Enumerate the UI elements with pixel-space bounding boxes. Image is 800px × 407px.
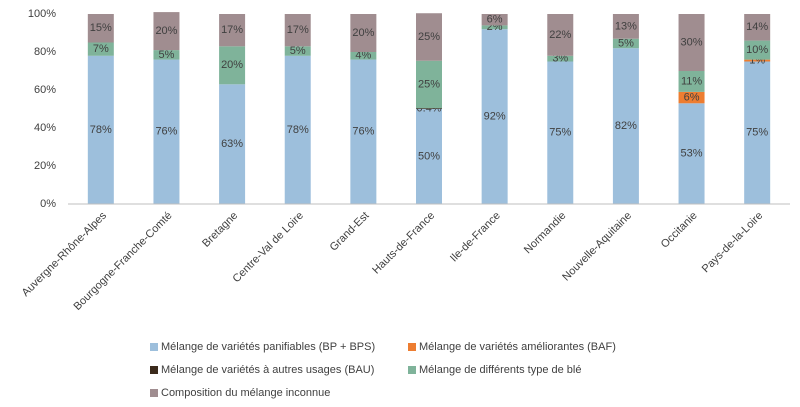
data-label: 11% [681, 75, 702, 87]
data-label: 50% [418, 150, 440, 162]
data-label: 17% [287, 24, 309, 36]
data-label: 4% [355, 50, 371, 62]
data-label: 17% [221, 24, 243, 36]
data-label: 5% [290, 45, 306, 57]
bar-segment [612, 48, 639, 205]
data-label: 78% [287, 124, 309, 136]
legend-label: Mélange de différents type de blé [419, 364, 581, 376]
x-tick-label: Nouvelle-Aquitaine [560, 210, 634, 284]
bar-segment [481, 25, 508, 30]
bar-segment [350, 59, 377, 204]
legend-label: Mélange de variétés panifiables (BP + BP… [161, 341, 375, 353]
y-tick-label: 80% [34, 46, 56, 58]
data-label: 78% [90, 124, 112, 136]
bar-segment [350, 52, 377, 60]
legend-label: Mélange de variétés à autres usages (BAU… [161, 364, 374, 376]
legend-swatch [150, 389, 158, 397]
bar-segment [87, 55, 114, 204]
data-label: 53% [681, 148, 703, 160]
y-tick-label: 100% [28, 8, 56, 20]
bar-segment [416, 108, 442, 109]
legend-swatch [408, 366, 416, 374]
data-label: 20% [155, 25, 177, 37]
bar-segment [153, 59, 180, 204]
data-label: 22% [549, 29, 571, 41]
bar-segment [87, 42, 114, 56]
bar-segment [678, 14, 705, 71]
data-label: 75% [549, 127, 571, 139]
data-label: 63% [221, 138, 243, 150]
y-tick-label: 40% [34, 122, 56, 134]
bar-segment [678, 91, 705, 104]
bar-segment [153, 50, 180, 60]
data-label: 7% [93, 43, 109, 55]
bar-segment [612, 38, 639, 49]
x-tick-label: Pays-de-la-Loire [700, 210, 766, 276]
data-label: 75% [746, 127, 768, 139]
x-tick-label: Occitanie [659, 210, 700, 251]
bar-segment [547, 55, 574, 62]
bar-segment [744, 40, 771, 60]
data-label: 5% [159, 49, 175, 61]
legend-swatch [408, 343, 416, 351]
bar-segment [153, 12, 180, 51]
x-tick-label: Centre-Val de Loire [231, 210, 306, 285]
bar-segment [416, 109, 442, 204]
bar-segment [547, 14, 574, 56]
x-tick-label: Normandie [522, 210, 569, 257]
bar-segment [284, 55, 311, 204]
data-label: 6% [487, 14, 503, 26]
bar-segment [219, 84, 246, 204]
data-label: 14% [746, 21, 768, 33]
bar-segment [744, 14, 771, 41]
bar-segment [481, 29, 508, 205]
x-tick-label: Ile-de-France [448, 210, 503, 265]
data-label: 13% [615, 20, 637, 32]
y-tick-label: 0% [40, 198, 56, 210]
data-label: 92% [484, 111, 506, 123]
bar-segment [219, 46, 246, 85]
data-label: 82% [615, 120, 637, 132]
legend-label: Composition du mélange inconnue [161, 387, 330, 399]
x-tick-label: Hauts-de-France [370, 210, 437, 277]
data-label: 10% [746, 44, 768, 56]
bar-segment [744, 61, 771, 204]
data-label: 20% [221, 59, 243, 71]
y-tick-label: 20% [34, 160, 56, 172]
legend-swatch [150, 366, 158, 374]
x-tick-label: Grand-Est [328, 210, 372, 254]
x-tick-label: Bretagne [200, 210, 240, 250]
data-label: 20% [352, 27, 374, 39]
bar-segment [87, 14, 114, 43]
bar-segment [481, 14, 508, 26]
bar-segment [547, 61, 574, 204]
data-label: 15% [90, 22, 112, 34]
y-tick-label: 60% [34, 84, 56, 96]
data-label: 25% [418, 31, 440, 43]
bar-segment [744, 59, 771, 62]
data-label: 25% [418, 78, 440, 90]
data-label: 76% [352, 126, 374, 138]
data-label: 6% [684, 92, 700, 104]
bar-segment [678, 71, 705, 92]
data-label: 76% [155, 126, 177, 138]
bar-segment [678, 103, 705, 204]
bar-segment [284, 14, 311, 47]
legend-label: Mélange de variétés améliorantes (BAF) [419, 341, 616, 353]
bar-segment [416, 13, 442, 61]
data-label: 30% [681, 36, 703, 48]
bar-segment [284, 46, 311, 56]
bar-segment [350, 14, 377, 52]
data-label: 5% [618, 37, 634, 49]
legend-swatch [150, 343, 158, 351]
bar-segment [416, 60, 442, 109]
bar-segment [219, 14, 246, 47]
bar-segment [612, 14, 639, 39]
